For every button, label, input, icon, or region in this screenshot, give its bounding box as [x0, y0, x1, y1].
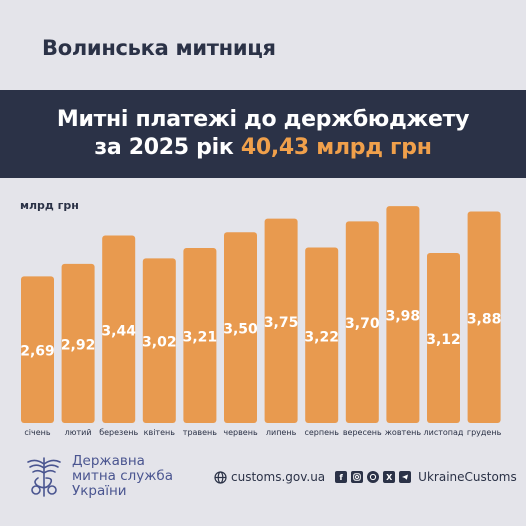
bar-грудень [467, 211, 501, 423]
bar-value-label: 3,12 [426, 332, 461, 348]
x-tick-label: березень [99, 428, 138, 437]
banner-title: Митні платежі до держбюджету [56, 107, 470, 132]
x-tick-label: лютий [65, 428, 92, 437]
bar-березень [102, 235, 136, 423]
bar-листопад [427, 252, 460, 423]
x-icon[interactable]: X [383, 471, 396, 483]
bar-червень [224, 232, 257, 423]
x-tick-label: грудень [467, 428, 502, 437]
bar-value-label: 3,21 [183, 330, 218, 346]
x-tick-label: січень [24, 428, 51, 437]
bar-value-label: 3,22 [304, 329, 339, 345]
globe-icon [214, 470, 227, 484]
bar-серпень [305, 247, 339, 423]
footer-links: customs.gov.ua f X UkraineCustoms [214, 468, 517, 486]
x-tick-label: липень [266, 428, 297, 437]
telegram-icon[interactable] [399, 471, 412, 483]
bar-value-label: 3,44 [101, 323, 136, 339]
bar-жовтень [386, 206, 420, 423]
x-tick-label: вересень [343, 428, 382, 437]
bar-value-label: 2,69 [20, 344, 55, 360]
banner-total: 40,43 млрд грн [240, 135, 432, 160]
bar-value-label: 3,88 [467, 311, 502, 327]
x-tick-label: червень [223, 428, 258, 437]
x-tick-label: листопад [424, 428, 464, 437]
bar-травень [183, 248, 217, 423]
bar-value-label: 3,70 [345, 316, 380, 332]
x-tick-label: травень [183, 428, 218, 437]
y-axis-label: млрд грн [20, 199, 79, 212]
instagram-icon[interactable] [351, 471, 364, 483]
whatsapp-icon[interactable] [367, 471, 380, 483]
org-title: Волинська митниця [42, 36, 276, 60]
bar-chart: 2,69 січень 2,92 лютий 3,44 березень 3,02 квіте… [20, 206, 502, 437]
bar-вересень [345, 221, 379, 423]
customs-emblem-icon [27, 457, 61, 497]
title-banner: Митні платежі до держбюджету за 2025 рік… [0, 90, 526, 178]
bar-value-label: 3,98 [386, 309, 421, 325]
bar-лютий [61, 263, 95, 423]
bar-value-label: 3,02 [142, 335, 177, 351]
banner-subtitle: за 2025 рік 40,43 млрд грн [94, 134, 432, 162]
bar-квітень [142, 258, 176, 423]
x-tick-label: квітень [144, 428, 176, 437]
bar-липень [264, 218, 298, 423]
website-link[interactable]: customs.gov.ua [231, 470, 326, 484]
facebook-icon[interactable]: f [335, 471, 348, 483]
bar-січень [21, 276, 54, 423]
footer-org-name: Державна митна служба України [72, 453, 174, 499]
social-handle[interactable]: UkraineCustoms [418, 470, 517, 484]
x-tick-label: серпень [304, 428, 339, 437]
bar-value-label: 3,50 [223, 322, 258, 338]
x-tick-label: жовтень [385, 428, 422, 437]
banner-year: за 2025 рік [94, 135, 234, 160]
bar-value-label: 2,92 [61, 337, 96, 353]
bar-value-label: 3,75 [264, 315, 299, 331]
